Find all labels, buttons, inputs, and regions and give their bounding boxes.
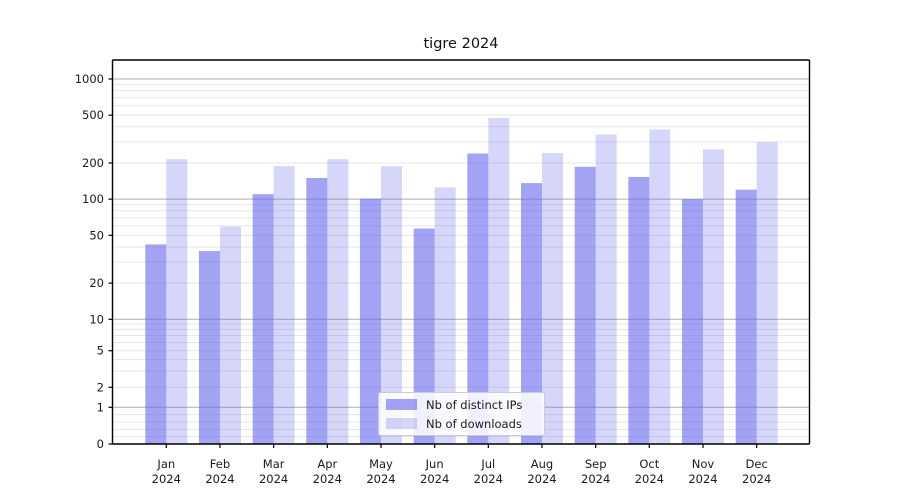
bar-downloads-aug bbox=[541, 153, 563, 444]
bar-distinct-ips-jul bbox=[467, 153, 489, 444]
bar-distinct-ips-nov bbox=[682, 199, 703, 444]
y-tick-label: 5 bbox=[97, 344, 104, 358]
y-tick-label: 20 bbox=[89, 276, 104, 290]
x-tick-label: Apr 2024 bbox=[313, 457, 342, 486]
x-tick-label: Jun 2024 bbox=[420, 457, 449, 486]
bar-downloads-jan bbox=[166, 159, 188, 444]
legend-item-distinct-ips: Nb of distinct IPs bbox=[386, 398, 544, 412]
y-tick-label: 1 bbox=[97, 400, 104, 414]
y-tick-label: 200 bbox=[82, 156, 104, 170]
bar-downloads-sep bbox=[595, 134, 617, 444]
y-tick-label: 10 bbox=[89, 312, 104, 326]
legend-swatch-downloads bbox=[386, 417, 417, 430]
legend-label-distinct-ips: Nb of distinct IPs bbox=[426, 397, 523, 412]
y-tick-label: 50 bbox=[89, 228, 104, 242]
bar-downloads-jul bbox=[488, 118, 510, 445]
x-tick-label: May 2024 bbox=[366, 457, 395, 486]
legend-label-downloads: Nb of downloads bbox=[426, 416, 522, 431]
y-tick-label: 2 bbox=[97, 380, 104, 394]
y-tick-label: 0 bbox=[97, 437, 104, 451]
bar-distinct-ips-aug bbox=[520, 183, 542, 445]
x-tick-label: Dec 2024 bbox=[742, 457, 771, 486]
y-tick-label: 1000 bbox=[75, 72, 104, 86]
bar-downloads-apr bbox=[327, 159, 349, 444]
bar-downloads-may bbox=[380, 166, 402, 444]
x-tick-label: Mar 2024 bbox=[259, 457, 288, 486]
bar-distinct-ips-may bbox=[359, 198, 381, 444]
legend-item-downloads: Nb of downloads bbox=[386, 417, 544, 431]
bar-distinct-ips-jun bbox=[413, 228, 435, 444]
x-tick-label: Jan 2024 bbox=[152, 457, 181, 486]
bar-downloads-mar bbox=[273, 166, 295, 444]
legend: Nb of distinct IPs Nb of downloads bbox=[378, 392, 545, 436]
bar-downloads-oct bbox=[649, 129, 671, 444]
bar-distinct-ips-dec bbox=[735, 189, 757, 444]
bar-distinct-ips-apr bbox=[306, 177, 328, 445]
bar-distinct-ips-feb bbox=[198, 251, 220, 444]
x-tick-label: Nov 2024 bbox=[688, 457, 717, 486]
x-tick-label: Sep 2024 bbox=[581, 457, 610, 486]
bar-distinct-ips-jan bbox=[145, 244, 167, 444]
y-tick-label: 500 bbox=[82, 108, 104, 122]
x-tick-label: Jul 2024 bbox=[474, 457, 503, 486]
legend-swatch-distinct-ips bbox=[386, 398, 417, 411]
y-tick-label: 100 bbox=[82, 192, 104, 206]
bar-distinct-ips-oct bbox=[628, 176, 650, 444]
bar-distinct-ips-sep bbox=[574, 166, 596, 445]
x-tick-label: Aug 2024 bbox=[527, 457, 556, 486]
bar-distinct-ips-mar bbox=[252, 194, 274, 444]
bar-downloads-feb bbox=[219, 226, 241, 444]
bar-downloads-jun bbox=[434, 187, 456, 444]
x-tick-label: Feb 2024 bbox=[205, 457, 234, 486]
chart-title: tigre 2024 bbox=[423, 36, 499, 52]
x-tick-label: Oct 2024 bbox=[635, 457, 664, 486]
bar-downloads-nov bbox=[703, 149, 724, 444]
bar-downloads-dec bbox=[756, 142, 778, 444]
